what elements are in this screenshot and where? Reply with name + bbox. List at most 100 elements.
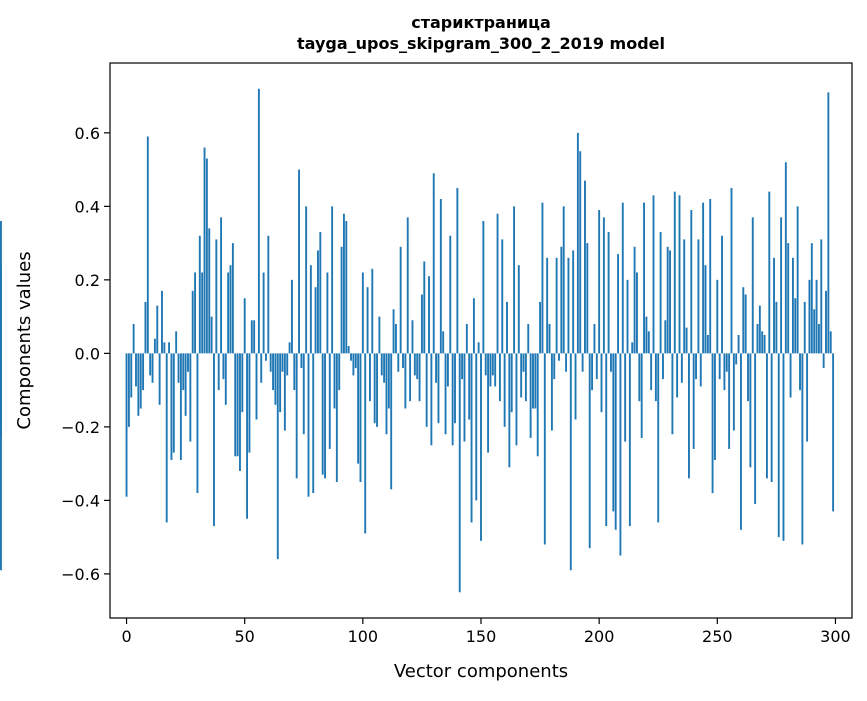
- x-axis-ticks: 0 50 100 150 200 250 300: [121, 618, 851, 646]
- bar: [685, 327, 688, 354]
- bar: [628, 353, 631, 527]
- bar: [324, 353, 326, 479]
- bar: [560, 246, 563, 354]
- bar: [227, 272, 230, 354]
- bar: [454, 353, 456, 424]
- bar: [222, 353, 225, 380]
- bar: [496, 213, 499, 354]
- bar: [276, 353, 279, 560]
- bar: [784, 162, 787, 354]
- bar: [706, 334, 709, 354]
- bar: [390, 353, 393, 490]
- bar: [510, 353, 513, 413]
- bar: [621, 202, 624, 354]
- bar: [640, 353, 643, 438]
- bar: [446, 353, 449, 387]
- bar: [550, 353, 553, 431]
- bar: [754, 353, 757, 505]
- bar: [744, 294, 747, 354]
- bar: [432, 173, 435, 354]
- bar: [631, 342, 634, 354]
- bar: [423, 261, 426, 354]
- bar: [718, 353, 721, 380]
- bar: [309, 265, 312, 354]
- bar: [210, 316, 213, 354]
- bar: [201, 272, 204, 354]
- bar: [548, 323, 551, 354]
- bar: [787, 243, 790, 354]
- bar: [751, 217, 754, 354]
- bar: [317, 250, 319, 354]
- bar: [742, 287, 745, 354]
- bar: [799, 353, 801, 391]
- bar: [158, 353, 161, 405]
- bar: [364, 353, 367, 534]
- bar: [411, 320, 414, 354]
- bar: [146, 136, 149, 354]
- bar: [558, 353, 560, 361]
- bar: [428, 276, 430, 354]
- bar: [791, 257, 794, 354]
- bar: [768, 191, 771, 354]
- bar: [350, 353, 352, 361]
- bar: [361, 272, 364, 354]
- bar: [184, 353, 187, 416]
- bar: [567, 257, 570, 354]
- bar: [690, 210, 693, 354]
- bar: [135, 353, 137, 387]
- bar: [305, 206, 308, 354]
- bar: [418, 353, 421, 402]
- bar: [728, 353, 731, 449]
- x-axis-label: Vector components: [394, 661, 568, 682]
- bar: [678, 195, 681, 354]
- bar: [763, 334, 766, 354]
- bar: [461, 353, 464, 380]
- bar: [458, 353, 461, 593]
- bar: [331, 206, 334, 354]
- bar: [822, 353, 825, 369]
- bar: [250, 320, 253, 354]
- bar: [265, 353, 267, 361]
- bar: [425, 353, 428, 427]
- bar: [633, 246, 636, 354]
- bar: [569, 353, 572, 571]
- bar: [820, 239, 823, 354]
- x-tick-label: 50: [235, 627, 255, 646]
- x-tick-label: 250: [702, 627, 733, 646]
- bar: [0, 353, 2, 427]
- bar: [286, 353, 289, 376]
- bar: [137, 353, 140, 416]
- chart-title: стариктраница: [411, 13, 551, 32]
- bar: [397, 353, 400, 372]
- bar: [562, 206, 565, 354]
- bar: [534, 353, 537, 409]
- bar: [380, 353, 383, 376]
- bar: [600, 353, 603, 413]
- bar: [576, 132, 579, 354]
- bar: [825, 290, 827, 354]
- bar: [543, 353, 546, 545]
- bar: [494, 353, 497, 387]
- bar: [612, 353, 615, 512]
- bar: [220, 217, 223, 354]
- bar: [298, 169, 300, 354]
- bar: [789, 353, 792, 398]
- bar: [314, 287, 317, 354]
- bar: [747, 353, 749, 402]
- bar: [444, 353, 447, 435]
- bar: [756, 323, 759, 354]
- bar: [782, 353, 785, 541]
- bar: [758, 305, 761, 354]
- bar: [683, 239, 686, 354]
- bar: [732, 353, 735, 431]
- bar: [198, 235, 201, 354]
- bar: [652, 195, 655, 354]
- bar: [127, 353, 130, 427]
- y-tick-label: 0.2: [75, 271, 100, 290]
- bar: [399, 246, 402, 354]
- bar: [470, 353, 473, 523]
- bar: [815, 279, 818, 354]
- bar: [713, 353, 716, 460]
- bar: [420, 294, 423, 354]
